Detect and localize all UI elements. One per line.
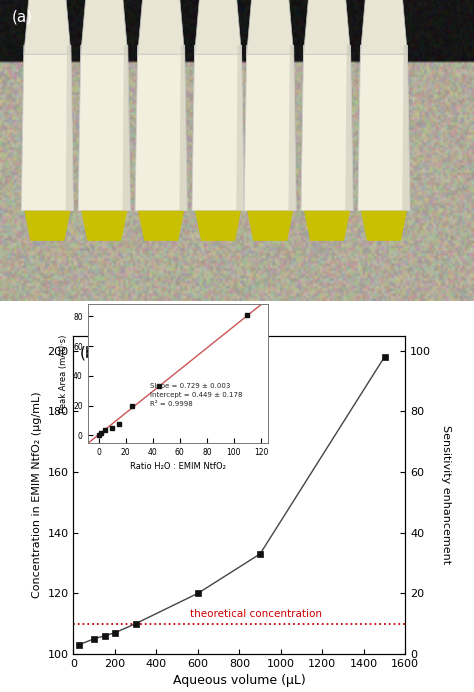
Polygon shape — [360, 0, 407, 54]
Text: (b): (b) — [80, 345, 101, 360]
Polygon shape — [236, 45, 244, 211]
Polygon shape — [358, 45, 410, 211]
Polygon shape — [81, 0, 128, 54]
Polygon shape — [78, 45, 130, 211]
Y-axis label: Concentration in EMIM NtfO₂ (μg/mL): Concentration in EMIM NtfO₂ (μg/mL) — [32, 392, 42, 598]
Polygon shape — [195, 211, 241, 241]
Polygon shape — [301, 45, 353, 211]
Polygon shape — [195, 0, 242, 54]
Polygon shape — [25, 211, 70, 241]
Polygon shape — [246, 0, 293, 54]
Polygon shape — [138, 211, 184, 241]
Y-axis label: Sensitivity enhancement: Sensitivity enhancement — [440, 425, 451, 565]
Polygon shape — [138, 0, 185, 54]
Polygon shape — [135, 45, 187, 211]
Y-axis label: Peak Area (mAU·s): Peak Area (mAU·s) — [58, 334, 67, 413]
Polygon shape — [288, 45, 296, 211]
Polygon shape — [244, 45, 296, 211]
Polygon shape — [179, 45, 187, 211]
Polygon shape — [65, 45, 73, 211]
Text: theoretical concentration: theoretical concentration — [190, 609, 321, 619]
Polygon shape — [303, 0, 350, 54]
Text: Slope = 0.729 ± 0.003
Intercept = 0.449 ± 0.178
R² = 0.9998: Slope = 0.729 ± 0.003 Intercept = 0.449 … — [150, 383, 243, 408]
Polygon shape — [122, 45, 130, 211]
X-axis label: Ratio H₂O : EMIM NtfO₂: Ratio H₂O : EMIM NtfO₂ — [130, 462, 226, 471]
Text: (a): (a) — [12, 9, 33, 24]
Polygon shape — [24, 0, 71, 54]
Polygon shape — [361, 211, 407, 241]
Polygon shape — [192, 45, 244, 211]
Polygon shape — [247, 211, 293, 241]
Polygon shape — [345, 45, 353, 211]
Polygon shape — [82, 211, 127, 241]
Polygon shape — [402, 45, 410, 211]
Polygon shape — [21, 45, 73, 211]
X-axis label: Aqueous volume (μL): Aqueous volume (μL) — [173, 675, 306, 687]
Polygon shape — [304, 211, 350, 241]
